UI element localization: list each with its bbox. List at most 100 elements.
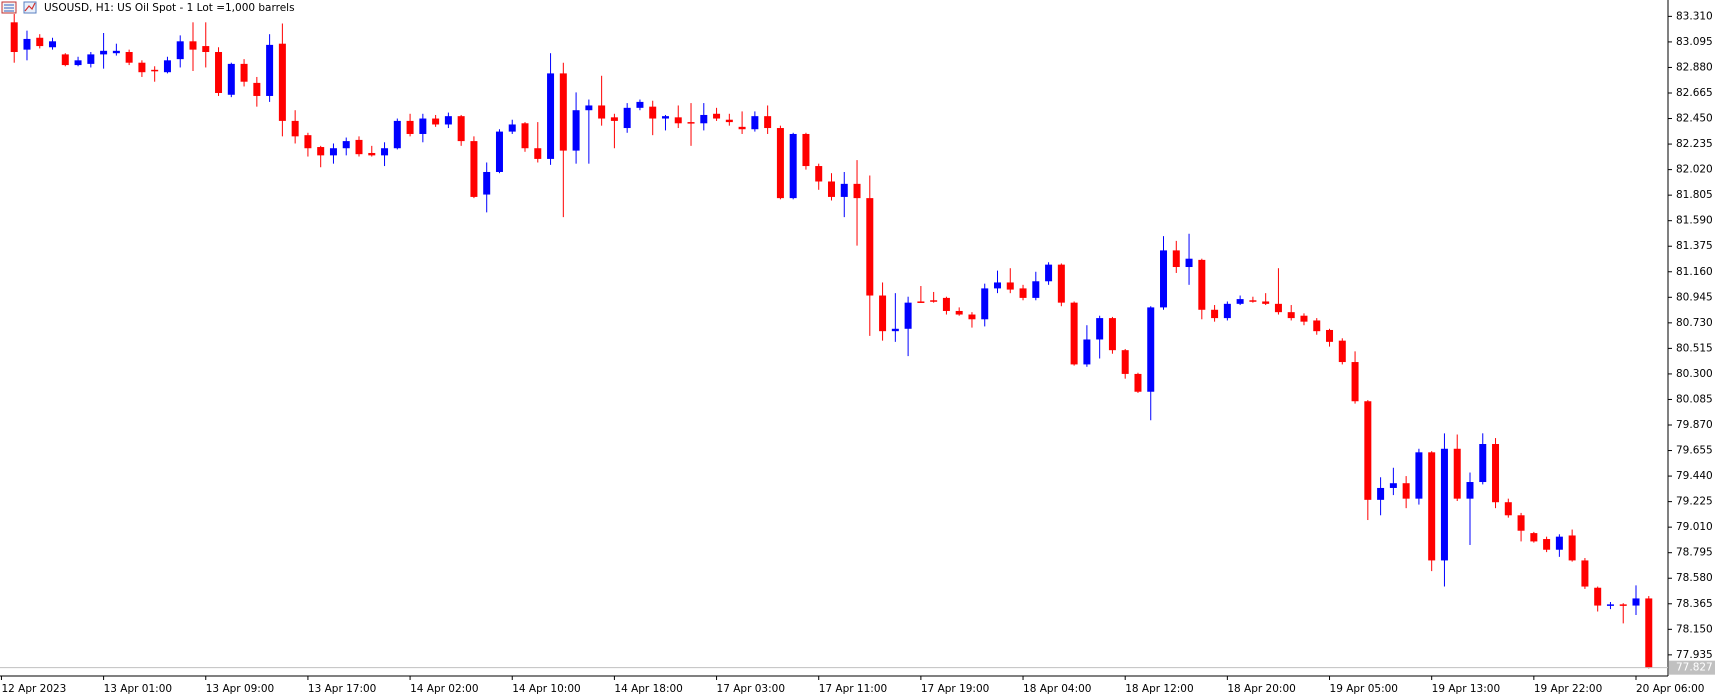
candle-body [419, 118, 427, 134]
y-tick-label: 80.945 [1676, 291, 1713, 303]
candle-body [1440, 448, 1448, 561]
x-tick-label: 12 Apr 2023 [1, 683, 66, 695]
x-tick-label: 13 Apr 01:00 [104, 683, 172, 695]
candle-body [1134, 373, 1142, 392]
y-tick-label: 80.300 [1676, 368, 1713, 380]
candle-body [1377, 487, 1385, 500]
y-tick-label: 78.150 [1676, 623, 1713, 635]
candle-body [610, 117, 618, 121]
x-tick-label: 18 Apr 04:00 [1023, 683, 1091, 695]
y-tick-label: 82.880 [1676, 61, 1713, 73]
candle-body [1581, 560, 1589, 587]
candle-body [1338, 340, 1346, 363]
x-tick-label: 14 Apr 10:00 [512, 683, 580, 695]
candle-body [278, 43, 286, 121]
y-tick-label: 78.365 [1676, 598, 1713, 610]
icon [24, 2, 36, 12]
candle-body [266, 44, 274, 96]
candle-body [1568, 535, 1576, 561]
candle-body [406, 120, 414, 134]
candle-body [444, 116, 452, 125]
candle-body [815, 166, 823, 182]
x-tick-label: 19 Apr 05:00 [1330, 683, 1398, 695]
candle-body [342, 141, 350, 149]
candle-body [215, 52, 223, 93]
candle-body [1147, 307, 1155, 392]
candle-body [1172, 250, 1180, 268]
candle-body [470, 141, 478, 197]
candle-body [240, 63, 248, 82]
candle-body [1249, 300, 1257, 302]
candle-body [1083, 339, 1091, 365]
x-tick-label: 19 Apr 13:00 [1432, 683, 1500, 695]
candle-body [636, 101, 644, 108]
candle-body [649, 106, 657, 119]
x-tick-label: 17 Apr 03:00 [717, 683, 785, 695]
candle-body [981, 288, 989, 320]
candle-body [891, 328, 899, 332]
candle-body [36, 37, 44, 47]
y-tick-label: 81.590 [1676, 215, 1713, 227]
candle-body [802, 133, 810, 167]
candle-body [1402, 483, 1410, 499]
candle-body [1619, 604, 1627, 606]
last-price-box [1669, 660, 1715, 675]
candle-body [917, 301, 925, 303]
candle-body [1504, 502, 1512, 516]
candle-body [1287, 312, 1295, 319]
candle-body [994, 282, 1001, 289]
candle-body [227, 63, 235, 95]
candle-body [1274, 303, 1282, 313]
candle-body [674, 117, 682, 124]
y-tick-label: 78.580 [1676, 572, 1713, 584]
candle-body [866, 198, 874, 296]
candle-body [879, 295, 887, 332]
candle-body [930, 300, 938, 302]
candle-body [1211, 309, 1219, 319]
candle-body [291, 120, 299, 137]
candle-body [1326, 329, 1334, 342]
candle-body [432, 118, 440, 125]
y-tick-label: 79.870 [1676, 419, 1713, 431]
candle-body [495, 131, 503, 172]
candle-body [317, 147, 325, 156]
candle-body [1223, 303, 1231, 319]
candle-body [329, 148, 337, 156]
candle-body [381, 148, 389, 156]
candle-body [1645, 598, 1653, 668]
candle-body [1108, 318, 1116, 351]
candle-body [1428, 452, 1436, 561]
candle-body [904, 302, 912, 329]
candle-body [1389, 483, 1397, 488]
candle-body [764, 116, 772, 129]
candle-body [304, 135, 312, 149]
candle-body [713, 113, 721, 119]
candle-body [840, 183, 848, 197]
x-tick-label: 20 Apr 06:00 [1636, 683, 1704, 695]
candle-body [253, 82, 261, 96]
last-price-label: 77.827 [1676, 662, 1713, 674]
candle-body [751, 116, 759, 130]
y-tick-label: 81.160 [1676, 266, 1713, 278]
candle-body [176, 41, 184, 60]
y-tick-label: 81.805 [1676, 189, 1713, 201]
candle-body [623, 107, 631, 129]
candle-body [368, 152, 376, 156]
candle-body [1466, 482, 1474, 499]
candle-body [661, 116, 669, 119]
candle-body [355, 139, 363, 155]
y-tick-label: 81.375 [1676, 240, 1713, 252]
candle-body [112, 50, 120, 54]
candle-body [49, 41, 57, 48]
candle-body [1351, 362, 1359, 402]
candle-body [1006, 282, 1014, 290]
candle-body [138, 62, 146, 73]
x-tick-label: 14 Apr 18:00 [614, 683, 682, 695]
x-tick-label: 17 Apr 11:00 [819, 683, 887, 695]
x-tick-label: 19 Apr 22:00 [1534, 683, 1602, 695]
candle-body [1479, 444, 1487, 483]
y-tick-label: 82.665 [1676, 87, 1713, 99]
candle-body [1530, 533, 1538, 542]
y-tick-label: 79.655 [1676, 445, 1713, 457]
